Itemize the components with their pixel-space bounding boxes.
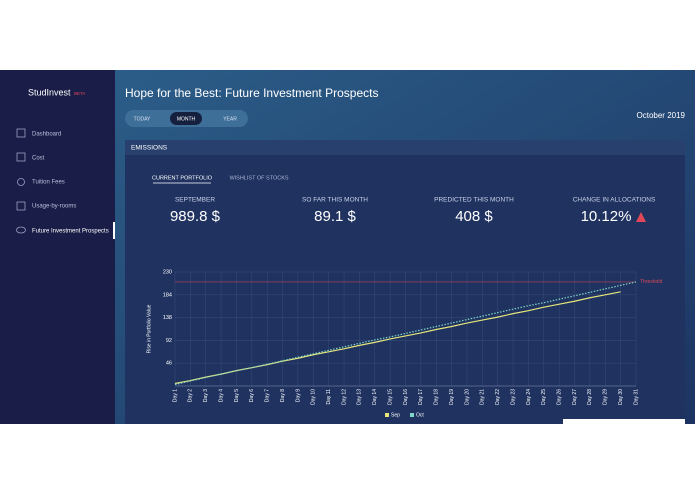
stat-label: SO FAR THIS MONTH — [302, 197, 368, 204]
x-tick-label: Day 25 — [541, 389, 547, 405]
y-tick-label: 184 — [163, 292, 172, 298]
tab[interactable]: YEAR — [223, 116, 237, 122]
panel-header — [125, 140, 685, 155]
x-tick-label: Day 24 — [526, 389, 532, 405]
stat-value: 89.1 $ — [314, 208, 356, 225]
x-tick-label: Day 15 — [387, 389, 393, 405]
y-axis-label: Rise in Portfolio Value — [146, 304, 152, 353]
y-tick-label: 92 — [166, 338, 172, 344]
x-tick-label: Day 19 — [449, 389, 455, 405]
scrollbar-edge — [563, 419, 685, 424]
tab[interactable]: TODAY — [134, 116, 151, 122]
x-tick-label: Day 28 — [587, 389, 593, 405]
legend-swatch — [385, 413, 389, 417]
icon-dashboard — [16, 128, 26, 138]
tab-active[interactable]: MONTH — [177, 116, 196, 122]
nav-item-active[interactable]: Future Investment Prospects — [32, 229, 109, 235]
y-tick-label: 138 — [163, 315, 172, 321]
legend-label: Sep — [391, 412, 400, 418]
stat-label: SEPTEMBER — [175, 197, 215, 204]
legend-label: Oct — [416, 412, 424, 418]
legend-swatch — [410, 413, 414, 417]
panel-title: EMISSIONS — [131, 145, 168, 152]
top-margin — [0, 0, 695, 70]
series-line — [174, 281, 637, 386]
stat-label: PREDICTED THIS MONTH — [434, 197, 514, 204]
stat-value: 408 $ — [455, 208, 493, 225]
up-triangle — [636, 212, 646, 222]
x-tick-label: Day 16 — [403, 389, 409, 405]
x-tick-label: Day 12 — [341, 389, 347, 405]
x-tick-label: Day 4 — [218, 389, 224, 402]
nav-item[interactable]: Usage-by-rooms — [32, 204, 76, 210]
y-tick-label: 230 — [163, 269, 172, 275]
x-tick-label: Day 21 — [480, 389, 486, 405]
x-tick-label: Day 8 — [280, 389, 286, 402]
threshold-label: Threshold — [640, 279, 662, 285]
brand: StudInvest — [28, 87, 71, 97]
x-tick-label: Day 7 — [265, 389, 271, 402]
x-tick-label: Day 18 — [434, 389, 440, 405]
x-tick-label: Day 14 — [372, 389, 378, 405]
x-tick-label: Day 10 — [311, 389, 317, 405]
bottom-margin — [0, 424, 695, 494]
x-tick-label: Day 5 — [234, 389, 240, 402]
y-tick-label: 46 — [166, 361, 172, 367]
x-tick-label: Day 31 — [633, 389, 639, 405]
x-tick-label: Day 2 — [188, 389, 194, 402]
brand-badge: BETA — [74, 91, 85, 96]
subtab-active[interactable]: CURRENT PORTFOLIO — [152, 175, 213, 181]
x-tick-label: Day 1 — [172, 389, 178, 402]
stat-value: 10.12% — [581, 208, 632, 225]
icon-tuition — [17, 178, 25, 186]
x-tick-label: Day 13 — [357, 389, 363, 405]
nav-item[interactable]: Tuition Fees — [32, 180, 65, 186]
nav-active-marker — [113, 222, 115, 239]
subtab[interactable]: WISHLIST OF STOCKS — [229, 175, 288, 181]
x-tick-label: Day 27 — [572, 389, 578, 405]
nav-item[interactable]: Dashboard — [32, 132, 61, 138]
x-tick-label: Day 11 — [326, 389, 332, 405]
x-tick-label: Day 22 — [495, 389, 501, 405]
x-tick-label: Day 23 — [510, 389, 516, 405]
page-title: Hope for the Best: Future Investment Pro… — [125, 86, 378, 100]
x-tick-label: Day 29 — [603, 389, 609, 405]
chart: 46 92 138 184 230 Rise in Portfolio Value Day … — [146, 269, 662, 418]
x-tick-label: Day 20 — [464, 389, 470, 405]
icon-prospects — [16, 226, 26, 234]
date: October 2019 — [637, 111, 686, 120]
x-tick-label: Day 30 — [618, 389, 624, 405]
icon-cost — [16, 152, 26, 162]
x-tick-label: Day 26 — [556, 389, 562, 405]
stat-value: 989.8 $ — [170, 208, 221, 225]
sidebar — [0, 70, 115, 424]
icon-usage — [16, 201, 26, 211]
x-tick-label: Day 6 — [249, 389, 255, 402]
x-tick-label: Day 17 — [418, 389, 424, 405]
nav-item[interactable]: Cost — [32, 156, 45, 162]
stat-label: CHANGE IN ALLOCATIONS — [573, 197, 656, 204]
x-tick-label: Day 3 — [203, 389, 209, 402]
tab-active-bg — [170, 112, 202, 125]
x-tick-label: Day 9 — [295, 389, 301, 402]
